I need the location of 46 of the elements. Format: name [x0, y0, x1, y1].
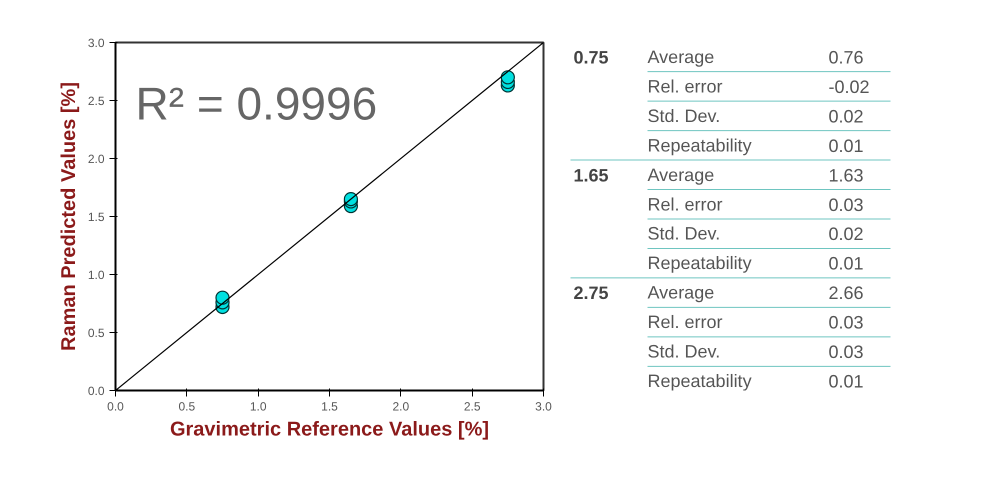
- text: Rel. error: [648, 76, 723, 96]
- text: 0.03: [828, 194, 864, 215]
- text: 0.02: [828, 224, 864, 244]
- text: 0.02: [828, 106, 864, 126]
- text: Repeatability: [648, 135, 752, 156]
- text: Average: [648, 46, 714, 67]
- text: 0.01: [828, 254, 864, 274]
- text: 1.65: [574, 165, 609, 186]
- text: -0.02: [828, 76, 870, 97]
- y-tick-label: 3.0: [88, 36, 105, 50]
- x-axis-title: Gravimetric Reference Values [%]: [170, 418, 490, 440]
- text: Repeatability: [648, 371, 752, 392]
- point: [500, 70, 515, 84]
- text: Rel. error: [648, 312, 723, 332]
- x-tick-label: 0.5: [178, 400, 196, 414]
- text: Std. Dev.: [648, 342, 720, 362]
- text: 0.76: [828, 47, 864, 68]
- text: 1.63: [828, 165, 864, 186]
- x-tick-label: 2.0: [392, 400, 410, 414]
- x-tick-label: 0.0: [107, 400, 124, 414]
- y-tick-label: 0.0: [88, 384, 105, 398]
- y-tick-label: 0.5: [88, 326, 105, 340]
- text: 0.03: [828, 312, 864, 333]
- x-tick-label: 2.5: [464, 400, 481, 414]
- text: 0.01: [828, 136, 864, 156]
- x-tick-label: 1.5: [321, 400, 338, 414]
- y-tick-label: 2.0: [88, 152, 105, 166]
- text: Repeatability: [648, 253, 752, 274]
- y-tick-label: 1.0: [88, 268, 105, 282]
- text: 0.75: [574, 47, 609, 68]
- x-tick-label: 1.0: [250, 400, 267, 414]
- text: 0.01: [828, 372, 864, 392]
- y-tick-label: 1.5: [88, 210, 105, 224]
- y-axis-title: Raman Predicted Values [%]: [58, 82, 80, 351]
- text: Std. Dev.: [648, 106, 720, 126]
- y-tick-label: 2.5: [88, 94, 105, 108]
- text: Average: [648, 282, 714, 303]
- text: Average: [648, 164, 714, 185]
- point: [215, 290, 230, 305]
- x-tick-label: 3.0: [535, 400, 552, 414]
- annotation: R² = 0.9996: [136, 78, 378, 130]
- text: 2.66: [828, 283, 864, 304]
- text: 0.03: [828, 342, 864, 362]
- text: Std. Dev.: [648, 224, 720, 244]
- text: Rel. error: [648, 194, 723, 214]
- text: 2.75: [574, 283, 609, 304]
